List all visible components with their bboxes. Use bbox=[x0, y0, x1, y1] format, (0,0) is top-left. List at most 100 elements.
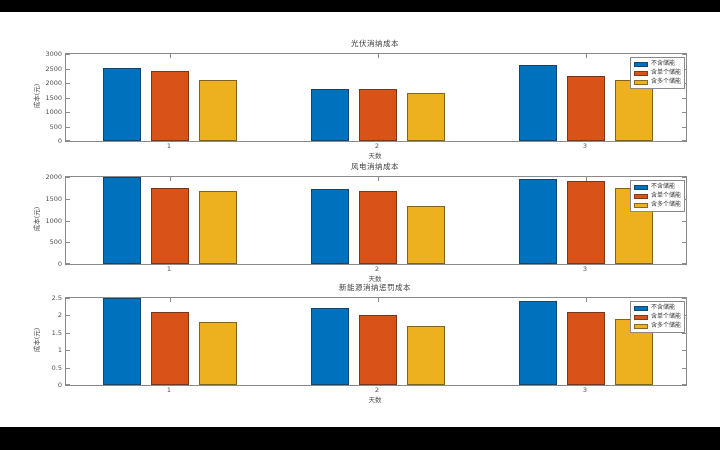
x-tick-labels: 1 2 3 bbox=[65, 265, 685, 273]
legend-entry: 含单个储能 bbox=[633, 192, 681, 200]
figure-canvas: 光伏消纳成本 成本(元) 不含储能 含单个储能 含多个储能 0 500 1000 1500… bbox=[0, 12, 720, 427]
y-tick-label: 0 bbox=[57, 381, 62, 389]
y-tick-mark bbox=[682, 333, 686, 334]
legend-label: 含多个储能 bbox=[650, 78, 681, 85]
y-tick-label: 0 bbox=[57, 260, 62, 268]
y-tick-label: 0 bbox=[57, 137, 62, 145]
legend-swatch bbox=[633, 79, 648, 85]
bar-series1-day1 bbox=[103, 298, 141, 385]
bar-series2-day3 bbox=[567, 76, 605, 141]
y-tick-mark bbox=[66, 112, 70, 113]
x-tick-label: 2 bbox=[374, 265, 380, 273]
legend-swatch bbox=[633, 305, 648, 311]
y-tick-mark bbox=[682, 127, 686, 128]
x-tick-mark bbox=[586, 177, 587, 181]
y-tick-label: 2 bbox=[57, 311, 62, 319]
x-tick-mark bbox=[378, 54, 379, 58]
legend-entry: 不含储能 bbox=[633, 304, 681, 312]
y-tick-mark bbox=[66, 83, 70, 84]
y-tick-mark bbox=[66, 177, 70, 178]
bar-series1-day2 bbox=[311, 189, 349, 264]
x-tick-label: 1 bbox=[166, 142, 172, 150]
x-tick-label: 1 bbox=[166, 265, 172, 273]
y-tick-mark bbox=[66, 350, 70, 351]
legend: 不含储能含单个储能 含多个储能 bbox=[629, 180, 685, 212]
y-tick-label: 1000 bbox=[45, 217, 62, 225]
y-tick-mark bbox=[682, 221, 686, 222]
bar-series2-day3 bbox=[567, 181, 605, 264]
y-tick-mark bbox=[66, 54, 70, 55]
x-axis-label: 天数 bbox=[368, 396, 382, 404]
y-tick-mark bbox=[682, 368, 686, 369]
bar-series2-day1 bbox=[151, 312, 189, 385]
y-tick-label: 2500 bbox=[45, 65, 62, 73]
chart-title: 风电消纳成本 bbox=[351, 162, 399, 171]
x-tick-mark bbox=[586, 298, 587, 302]
y-tick-mark bbox=[682, 54, 686, 55]
legend-label: 不含储能 bbox=[650, 183, 675, 190]
y-tick-mark bbox=[682, 263, 686, 264]
legend-label: 含多个储能 bbox=[650, 201, 681, 208]
y-tick-mark bbox=[66, 199, 70, 200]
y-tick-mark bbox=[66, 298, 70, 299]
bar-series3-day3 bbox=[615, 80, 653, 141]
y-tick-mark bbox=[66, 127, 70, 128]
y-tick-mark bbox=[66, 242, 70, 243]
y-tick-label: 0.5 bbox=[51, 364, 62, 372]
y-tick-mark bbox=[66, 315, 70, 316]
subplot-pv-accommodation-cost: 光伏消纳成本 成本(元) 不含储能 含单个储能 含多个储能 0 500 1000 1500… bbox=[0, 37, 720, 169]
legend-label: 不含储能 bbox=[650, 60, 675, 67]
bar-series3-day1 bbox=[199, 80, 237, 141]
legend-swatch bbox=[633, 61, 648, 67]
y-tick-mark bbox=[66, 98, 70, 99]
x-tick-label: 3 bbox=[582, 386, 588, 394]
y-tick-mark bbox=[66, 368, 70, 369]
bar-series3-day2 bbox=[407, 326, 445, 385]
legend-entry: 不含储能 bbox=[633, 183, 681, 191]
x-tick-label: 2 bbox=[374, 142, 380, 150]
y-tick-mark bbox=[66, 69, 70, 70]
chart-title: 新能源消纳惩罚成本 bbox=[339, 283, 411, 292]
x-tick-mark bbox=[170, 298, 171, 302]
y-tick-label: 1 bbox=[57, 346, 62, 354]
y-tick-label: 500 bbox=[49, 238, 62, 246]
x-tick-mark bbox=[170, 177, 171, 181]
legend-label: 含单个储能 bbox=[650, 313, 681, 320]
bar-series1-day2 bbox=[311, 308, 349, 385]
legend-entry: 不含储能 bbox=[633, 60, 681, 68]
legend-swatch bbox=[633, 202, 648, 208]
bar-series1-day1 bbox=[103, 177, 141, 264]
legend-entry: 含多个储能 bbox=[633, 322, 681, 330]
bar-series2-day2 bbox=[359, 191, 397, 264]
subplot-newenergy-penalty-cost: 新能源消纳惩罚成本 成本(元) 不含储能 含单个储能 含多个储能 0 0.5 1 1.5 2… bbox=[0, 281, 720, 413]
legend-swatch bbox=[633, 184, 648, 190]
x-tick-labels: 1 2 3 bbox=[65, 386, 685, 394]
legend: 不含储能 含单个储能 含多个储能 bbox=[629, 57, 685, 89]
x-tick-label: 2 bbox=[374, 386, 380, 394]
x-tick-label: 3 bbox=[582, 265, 588, 273]
y-tick-label: 2.5 bbox=[51, 294, 62, 302]
bar-series1-day2 bbox=[311, 89, 349, 141]
y-tick-label: 2000 bbox=[45, 79, 62, 87]
y-tick-mark bbox=[682, 177, 686, 178]
x-tick-labels: 1 2 3 bbox=[65, 142, 685, 150]
subplot-wind-accommodation-cost: 风电消纳成本 成本(元) 不含储能 含单个储能 含多个储能 0 500 1000 1500… bbox=[0, 160, 720, 292]
y-tick-label: 2000 bbox=[45, 173, 62, 181]
x-tick-mark bbox=[170, 54, 171, 58]
plot-area: 不含储能 含单个储能 含多个储能 0 0.5 1 1.5 2 2.5 bbox=[52, 295, 687, 389]
y-tick-mark bbox=[66, 140, 70, 141]
chart-title: 光伏消纳成本 bbox=[351, 39, 399, 48]
x-tick-mark bbox=[378, 177, 379, 181]
legend-swatch bbox=[633, 70, 648, 76]
bar-series1-day3 bbox=[519, 301, 557, 385]
plot-area: 不含储能 含单个储能 含多个储能 0 500 1000 1500 2000 2500 3000 bbox=[45, 51, 687, 145]
y-tick-mark bbox=[682, 112, 686, 113]
bar-series1-day1 bbox=[103, 68, 141, 141]
y-tick-label: 1500 bbox=[45, 195, 62, 203]
legend-entry: 含单个储能 bbox=[633, 313, 681, 321]
y-tick-label: 1000 bbox=[45, 108, 62, 116]
bar-series3-day2 bbox=[407, 93, 445, 141]
x-axis-label: 天数 bbox=[368, 275, 382, 283]
bar-series1-day3 bbox=[519, 179, 557, 264]
x-tick-label: 1 bbox=[166, 386, 172, 394]
